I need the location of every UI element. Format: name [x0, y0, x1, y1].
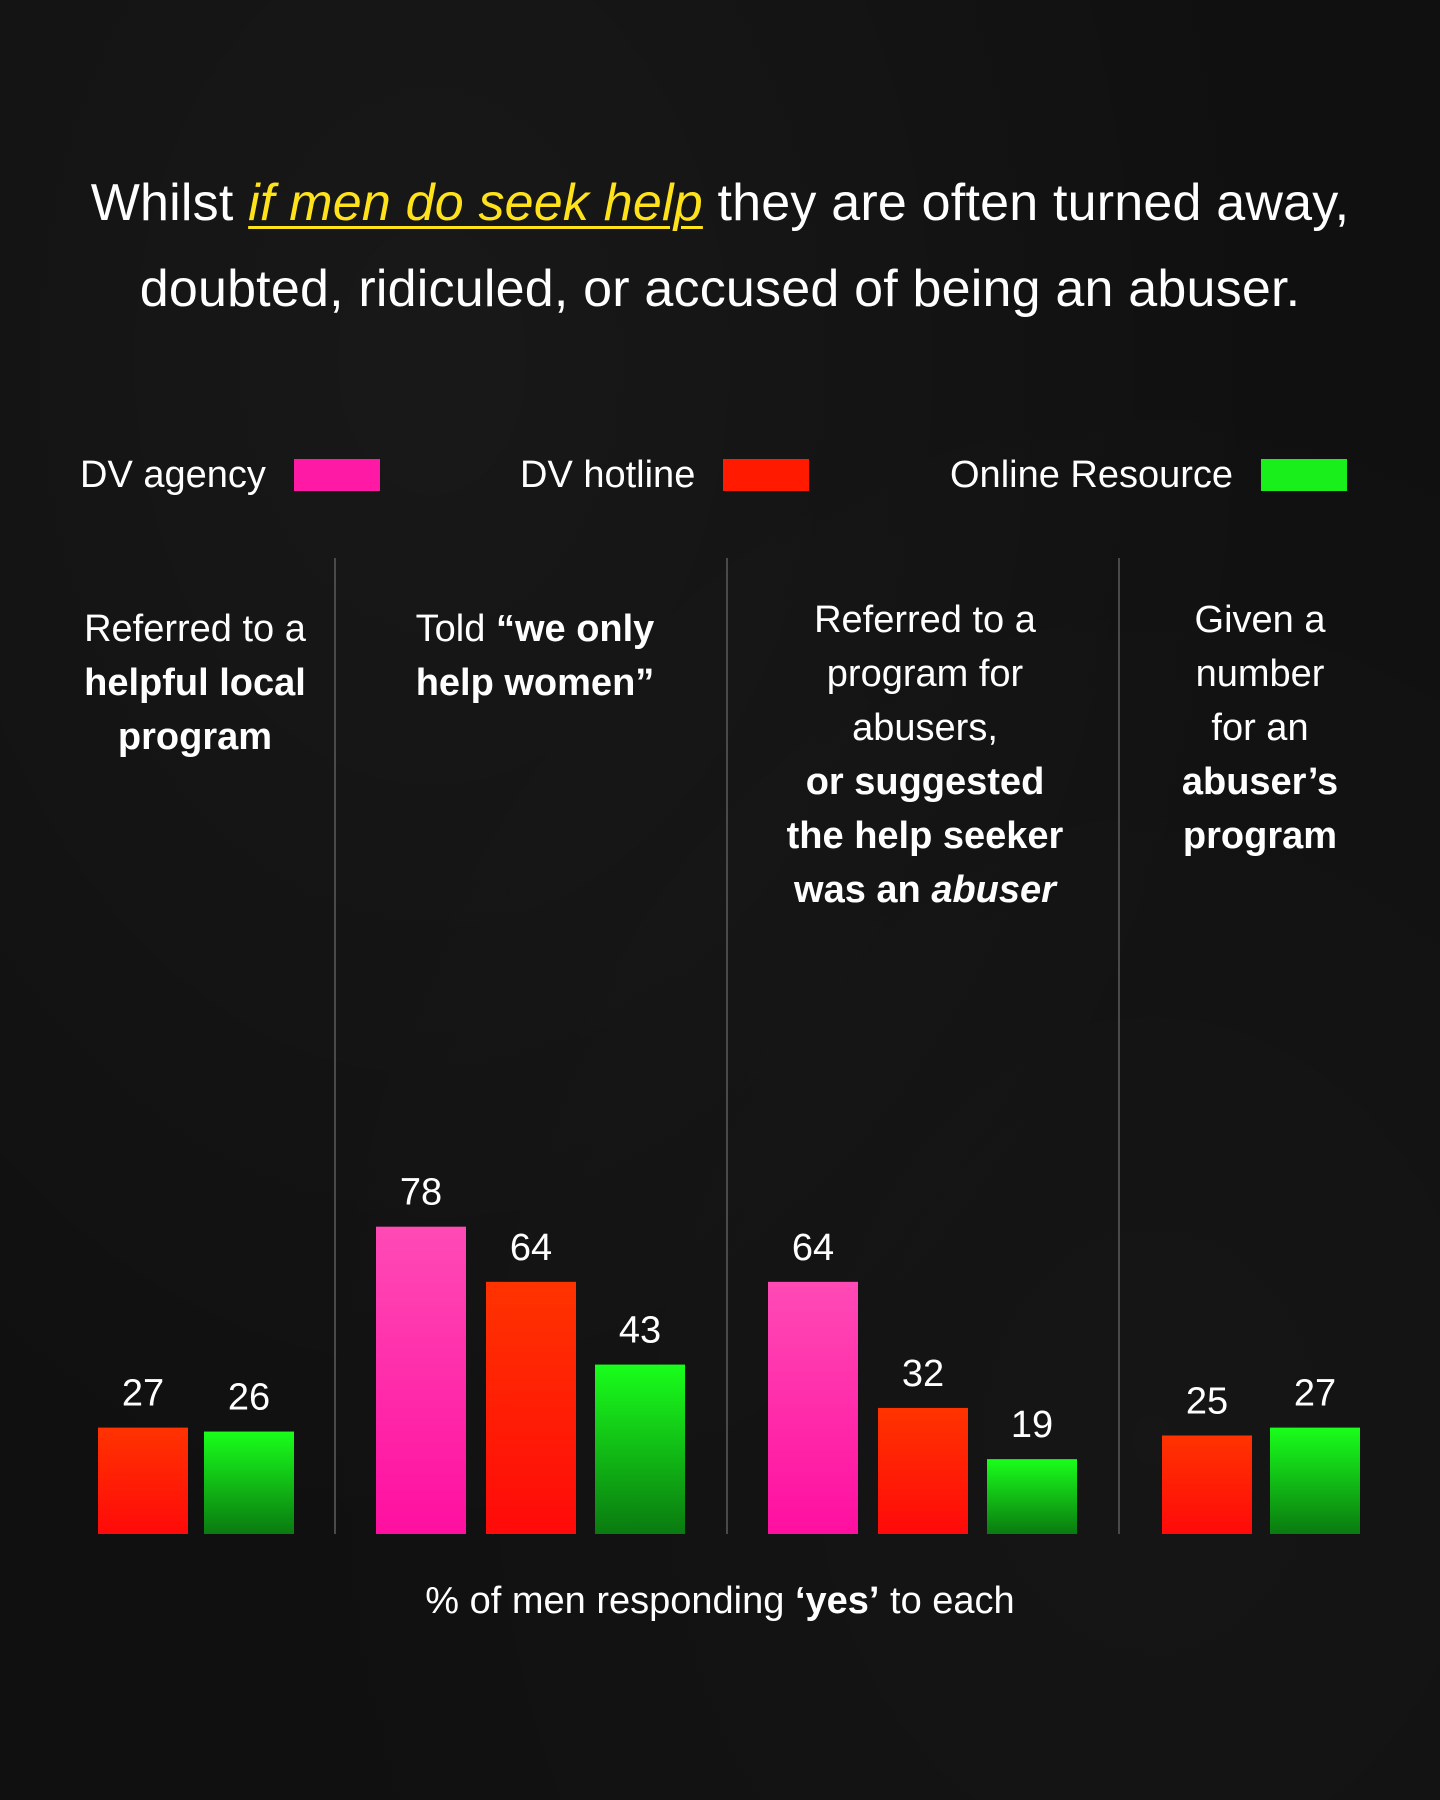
headline-highlight: if men do seek help — [248, 174, 703, 232]
axis-caption-text: % of men responding — [425, 1580, 795, 1622]
panel-3-line: abusers, — [852, 707, 998, 749]
panel-label-2: Told “we only help women” — [340, 602, 730, 710]
bar-value-label: 43 — [619, 1310, 661, 1352]
bar-dv-agency — [376, 1226, 466, 1534]
legend-label: DV hotline — [520, 453, 696, 496]
bar-value-label: 25 — [1186, 1381, 1228, 1423]
panel-2-bold-line: help women” — [415, 662, 655, 704]
panel-4-line: Given a — [1194, 599, 1326, 641]
headline-pre: Whilst — [90, 174, 249, 232]
legend-label: DV agency — [80, 453, 266, 496]
panel-2-normal-text: Told — [415, 608, 496, 650]
bar-value-label: 27 — [1294, 1373, 1336, 1415]
panel-label-4: Given a number for an abuser’s program — [1120, 593, 1400, 863]
legend-label: Online Resource — [950, 453, 1234, 496]
bar-dv-hotline — [878, 1407, 968, 1534]
legend-swatch — [293, 459, 380, 491]
legend-item-dv-agency: DV agency — [80, 450, 380, 500]
axis-caption: % of men responding ‘yes’ to each — [0, 1580, 1440, 1623]
bar-value-label: 64 — [792, 1227, 834, 1269]
bar-online-resource — [595, 1364, 685, 1534]
bar-online-resource — [987, 1459, 1077, 1534]
legend-item-dv-hotline: DV hotline — [520, 450, 810, 500]
panel-label-3: Referred to a program for abusers, or su… — [730, 593, 1120, 917]
panel-1-line: Referred to a — [84, 608, 306, 650]
bar-online-resource — [204, 1431, 294, 1534]
panel-3-bold-line: or suggested — [805, 761, 1045, 803]
panel-3-bold-text: was an — [794, 869, 932, 911]
panel-4-bold-line: abuser’s — [1181, 761, 1339, 803]
axis-caption-text: to each — [879, 1580, 1015, 1622]
panel-4-line: number — [1195, 653, 1325, 695]
bar-value-label: 32 — [902, 1353, 944, 1395]
bar-value-label: 64 — [510, 1227, 552, 1269]
bar-dv-hotline — [98, 1427, 188, 1534]
panel-3-line: program for — [826, 653, 1024, 695]
panel-3-line: Referred to a — [814, 599, 1036, 641]
headline-post: they are often turned away, — [702, 174, 1350, 232]
bar-dv-agency — [768, 1281, 858, 1534]
legend-item-online-resource: Online Resource — [950, 450, 1348, 500]
panel-label-1: Referred to a helpful local program — [40, 602, 350, 764]
legend-swatch — [1261, 459, 1348, 491]
bar-dv-hotline — [1162, 1435, 1252, 1534]
bar-value-label: 27 — [122, 1373, 164, 1415]
panel-4-bold-line: program — [1182, 815, 1338, 857]
legend-swatch — [723, 459, 810, 491]
bar-value-label: 19 — [1011, 1404, 1053, 1446]
bar-online-resource — [1270, 1427, 1360, 1534]
headline-line-2: doubted, ridiculed, or accused of being … — [139, 260, 1301, 318]
panel-1-bold-line: program — [117, 716, 273, 758]
axis-caption-bold: ‘yes’ — [794, 1580, 880, 1622]
bar-value-label: 78 — [400, 1172, 442, 1214]
bar-dv-hotline — [486, 1281, 576, 1534]
headline-line-1: Whilst if men do seek help they are ofte… — [60, 160, 1380, 246]
panel-3-bold-line: the help seeker — [786, 815, 1064, 857]
panel-2-bold-text: “we only — [495, 608, 655, 650]
panel-1-bold-line: helpful local — [84, 662, 306, 704]
bar-value-label: 26 — [228, 1377, 270, 1419]
panel-3-bold-italic-text: abuser — [931, 869, 1056, 911]
panel-4-line: for an — [1211, 707, 1309, 749]
